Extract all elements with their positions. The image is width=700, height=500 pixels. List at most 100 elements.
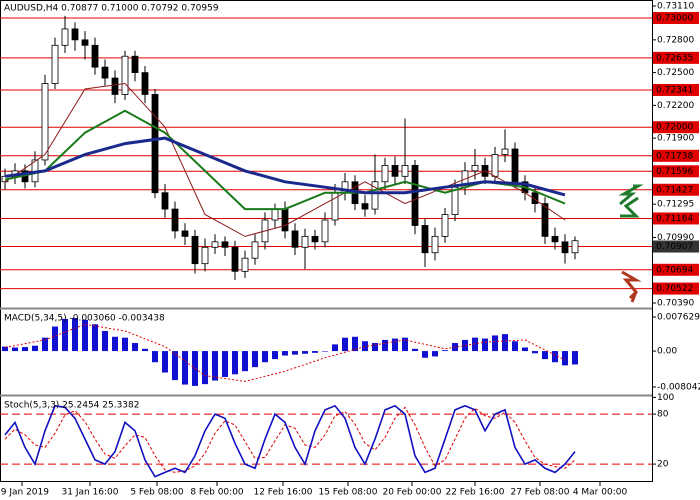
macd-bar [402, 337, 408, 352]
x-tick-label: 15 Feb 08:00 [318, 488, 377, 498]
macd-bar [572, 351, 578, 365]
macd-bar [292, 351, 298, 355]
macd-bar [162, 351, 168, 373]
y-tick-label: 0.71900 [657, 134, 694, 144]
y-tick-label: 0.72200 [657, 101, 694, 111]
candle-body [131, 55, 139, 74]
stoch-label: Stoch(5,3,3) 25.2454 25.3382 [4, 401, 139, 411]
candle-body [51, 44, 59, 84]
candle-body [431, 235, 439, 254]
macd-bar [542, 351, 548, 360]
candle-body [571, 240, 579, 254]
macd-bar [122, 337, 128, 352]
y-tick-label: 0.72500 [657, 68, 694, 78]
candle-body [111, 77, 119, 95]
macd-bar [322, 351, 328, 352]
level-tag [653, 212, 699, 225]
x-tick-label: 5 Feb 08:00 [130, 488, 184, 498]
moving-average [4, 136, 566, 197]
level-label: 0.72000 [656, 123, 693, 133]
candle-body [421, 225, 429, 254]
level-tag [653, 12, 699, 25]
moving-average [4, 82, 566, 237]
macd-bar [382, 339, 388, 352]
macd-bar [352, 336, 358, 352]
macd-bar [362, 341, 368, 352]
candle-body [441, 214, 449, 237]
macd-bar [472, 337, 478, 352]
macd-bar [42, 337, 48, 352]
stoch-main [4, 404, 576, 478]
macd-bar [242, 351, 248, 372]
level-tag [653, 165, 699, 178]
y-tick-label: 0.70390 [657, 298, 694, 308]
macd-bar [12, 347, 18, 352]
macd-bar [112, 336, 118, 352]
y-tick-label: 0.007629 [657, 313, 700, 323]
level-label: 0.70694 [656, 265, 693, 275]
candle-body [191, 235, 199, 265]
price-tag [653, 240, 699, 253]
macd-bar [62, 318, 68, 352]
x-tick-label: 22 Feb 16:00 [445, 488, 504, 498]
macd-bar [492, 335, 498, 352]
candle-body [321, 219, 329, 243]
macd-bar [372, 343, 378, 352]
level-label: 0.73000 [656, 14, 693, 24]
x-tick-label: 20 Feb 00:00 [382, 488, 441, 498]
macd-bar [562, 351, 568, 366]
level-tag [653, 263, 699, 276]
candle-body [91, 44, 99, 68]
x-tick-label: 29 Jan 2019 [0, 488, 49, 498]
level-label: 0.72635 [656, 53, 693, 63]
macd-bar [182, 351, 188, 385]
level-tag [653, 51, 699, 64]
macd-bar [32, 345, 38, 352]
macd-bar [412, 348, 418, 352]
candle-body [121, 55, 129, 95]
y-tick-label: 0.72800 [657, 35, 694, 45]
x-tick-label: 8 Feb 00:00 [190, 488, 244, 498]
level-label: 0.71738 [656, 151, 693, 161]
candle-body [291, 230, 299, 248]
down-arrow-icon [621, 270, 642, 303]
y-tick-label: 0.00 [657, 347, 677, 357]
candle-body [101, 66, 109, 79]
up-arrow-icon [618, 184, 644, 218]
macd-bar [332, 344, 338, 352]
candle-body [391, 165, 399, 177]
macd-bar [392, 338, 398, 352]
chart-title: AUDUSD,H4 0.70877 0.71000 0.70792 0.7095… [4, 4, 219, 14]
macd-bar [22, 347, 28, 352]
y-tick-label: 0.73110 [657, 2, 694, 12]
plot-frame [0, 0, 653, 482]
macd-bar [222, 351, 228, 377]
level-tag [653, 149, 699, 162]
macd-bar [212, 351, 218, 381]
candle-body [531, 192, 539, 205]
candle-body [361, 203, 369, 210]
candle-body [141, 72, 149, 95]
level-tag [653, 183, 699, 196]
y-tick-label: 0.71295 [657, 200, 694, 210]
candle-body [171, 208, 179, 232]
macd-bar [72, 318, 78, 352]
macd-bar [92, 324, 98, 352]
candle-body [211, 241, 219, 248]
macd-bar [132, 343, 138, 352]
macd-bar [102, 330, 108, 352]
candle-body [561, 241, 569, 254]
candle-body [371, 181, 379, 210]
stoch-signal [4, 406, 576, 473]
macd-bar [142, 348, 148, 352]
candle-body [241, 257, 249, 272]
level-label: 0.71427 [656, 185, 693, 195]
macd-bar [532, 351, 538, 354]
macd-bar [442, 350, 448, 352]
y-tick-label: 20 [657, 460, 669, 470]
candle-body [231, 246, 239, 272]
macd-bar [462, 339, 468, 352]
candle-body [311, 235, 319, 243]
